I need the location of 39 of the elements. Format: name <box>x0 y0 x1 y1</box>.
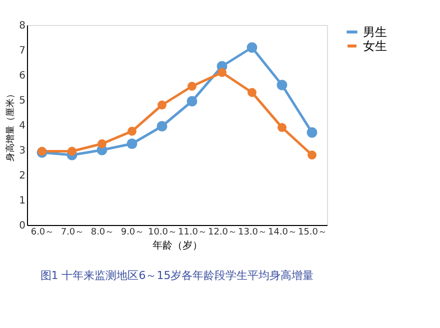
point <box>278 123 286 132</box>
x-tick-label: 14.0～ <box>268 228 298 238</box>
y-tick-label: 6 <box>19 70 26 82</box>
point <box>98 139 106 148</box>
point <box>156 121 168 132</box>
point <box>68 146 76 156</box>
caption: 图1 十年来监测地区6～15岁各年龄段学生平均身高增量 <box>40 269 314 282</box>
point <box>188 82 196 91</box>
y-tick-label: 8 <box>19 20 26 32</box>
y-tick-label: 1 <box>19 196 26 206</box>
x-tick-label: 8.0～ <box>90 228 114 238</box>
x-tick-label: 15.0～ <box>298 228 328 238</box>
x-tick-label: 13.0～ <box>238 228 268 238</box>
point <box>276 80 288 90</box>
y-tick-label: 7 <box>19 46 26 56</box>
x-tick-label: 6.0～ <box>30 228 54 238</box>
y-tick-label: 3 <box>19 146 26 156</box>
point <box>126 138 138 149</box>
x-tick-label: 7.0～ <box>60 228 84 238</box>
x-tick-label: 10.0～ <box>148 228 178 238</box>
point <box>186 96 198 106</box>
x-tick-label: 12.0～ <box>208 228 238 238</box>
x-axis-title: 年龄（岁） <box>152 240 202 252</box>
point <box>158 100 166 110</box>
y-tick-label: 2 <box>19 170 26 182</box>
y-tick-label: 5 <box>19 96 26 106</box>
point <box>218 68 226 77</box>
point <box>128 126 136 136</box>
y-tick-label: 4 <box>19 120 26 132</box>
point <box>308 150 316 160</box>
y-tick-label: 0 <box>19 220 26 232</box>
point <box>246 42 258 53</box>
point <box>306 127 318 138</box>
x-tick-label: 9.0～ <box>120 228 144 238</box>
x-tick-label: 11.0～ <box>178 228 208 238</box>
point <box>248 88 256 97</box>
legend-label: 女生 <box>363 39 387 53</box>
legend-label: 男生 <box>363 25 387 39</box>
y-axis-title: 身高增量（厘米） <box>5 90 16 162</box>
